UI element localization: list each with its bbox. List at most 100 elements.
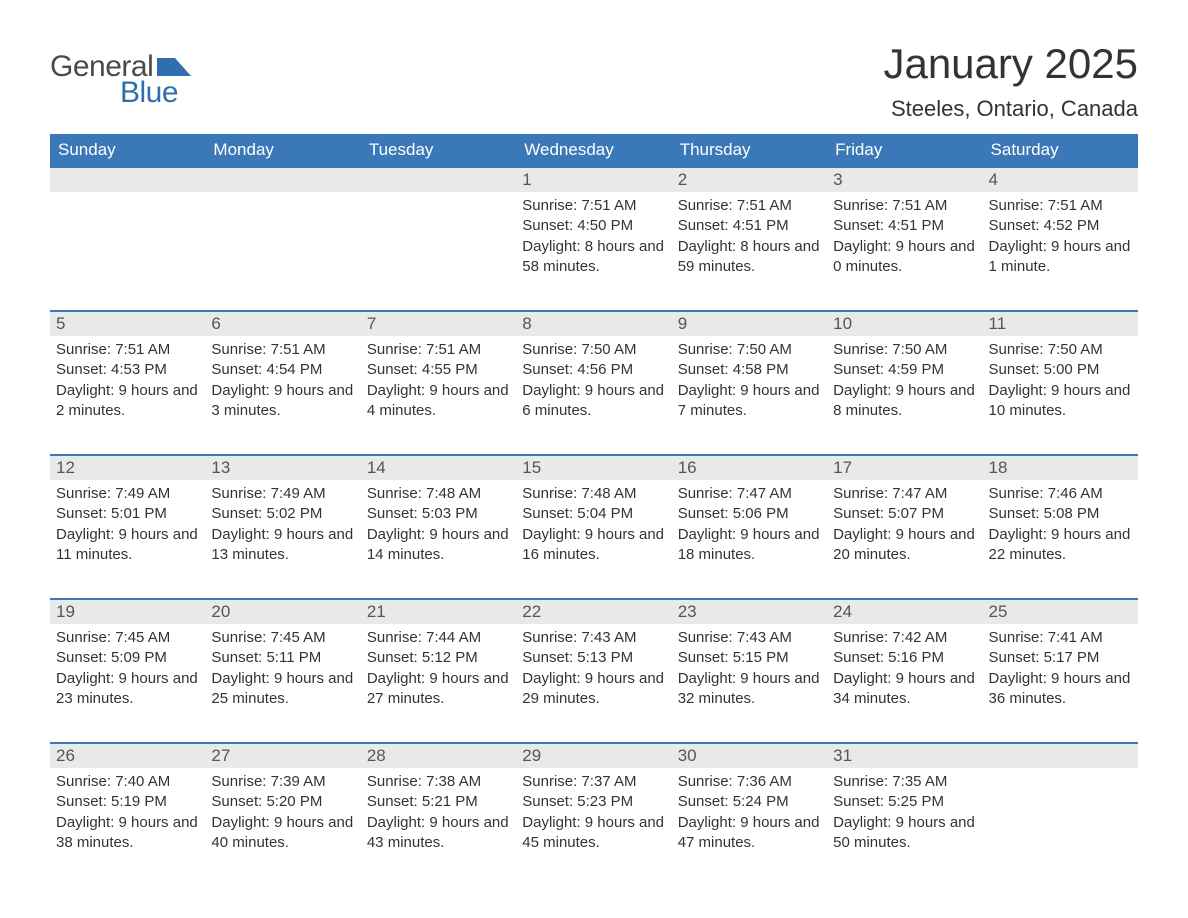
daylight-line: Daylight: 9 hours and 0 minutes. [833,237,976,278]
sunset-line: Sunset: 4:59 PM [833,360,976,380]
sunrise-line: Sunrise: 7:46 AM [989,484,1132,504]
sunrise-line: Sunrise: 7:51 AM [833,196,976,216]
month-title: January 2025 [883,40,1138,88]
sunset-line: Sunset: 4:56 PM [522,360,665,380]
sunrise-line: Sunrise: 7:41 AM [989,628,1132,648]
logo: General Blue [50,50,191,110]
day-number: 15 [516,454,671,480]
sunrise-line: Sunrise: 7:37 AM [522,772,665,792]
day-details: Sunrise: 7:50 AMSunset: 4:59 PMDaylight:… [827,336,982,425]
col-monday: Monday [205,134,360,166]
sunrise-line: Sunrise: 7:51 AM [211,340,354,360]
sunrise-line: Sunrise: 7:40 AM [56,772,199,792]
calendar-cell: 26Sunrise: 7:40 AMSunset: 5:19 PMDayligh… [50,742,205,886]
sunset-line: Sunset: 5:16 PM [833,648,976,668]
calendar-cell: 20Sunrise: 7:45 AMSunset: 5:11 PMDayligh… [205,598,360,742]
day-number-empty [50,166,205,192]
day-details: Sunrise: 7:41 AMSunset: 5:17 PMDaylight:… [983,624,1138,713]
day-number: 28 [361,742,516,768]
sunrise-line: Sunrise: 7:50 AM [522,340,665,360]
sunset-line: Sunset: 5:08 PM [989,504,1132,524]
calendar-cell: 31Sunrise: 7:35 AMSunset: 5:25 PMDayligh… [827,742,982,886]
col-tuesday: Tuesday [361,134,516,166]
day-details: Sunrise: 7:45 AMSunset: 5:09 PMDaylight:… [50,624,205,713]
sunset-line: Sunset: 5:19 PM [56,792,199,812]
day-details: Sunrise: 7:51 AMSunset: 4:54 PMDaylight:… [205,336,360,425]
day-details: Sunrise: 7:42 AMSunset: 5:16 PMDaylight:… [827,624,982,713]
day-number: 19 [50,598,205,624]
page: General Blue January 2025 Steeles, Ontar… [0,0,1188,916]
sunset-line: Sunset: 5:01 PM [56,504,199,524]
day-number: 2 [672,166,827,192]
day-number-empty [205,166,360,192]
day-details: Sunrise: 7:50 AMSunset: 4:56 PMDaylight:… [516,336,671,425]
col-thursday: Thursday [672,134,827,166]
daylight-line: Daylight: 9 hours and 7 minutes. [678,381,821,422]
title-block: January 2025 Steeles, Ontario, Canada [883,40,1138,128]
day-number: 18 [983,454,1138,480]
day-details: Sunrise: 7:47 AMSunset: 5:07 PMDaylight:… [827,480,982,569]
daylight-line: Daylight: 9 hours and 1 minute. [989,237,1132,278]
sunset-line: Sunset: 5:15 PM [678,648,821,668]
daylight-line: Daylight: 9 hours and 8 minutes. [833,381,976,422]
daylight-line: Daylight: 9 hours and 4 minutes. [367,381,510,422]
sunrise-line: Sunrise: 7:45 AM [211,628,354,648]
day-number: 6 [205,310,360,336]
calendar-cell: 8Sunrise: 7:50 AMSunset: 4:56 PMDaylight… [516,310,671,454]
day-details: Sunrise: 7:43 AMSunset: 5:15 PMDaylight:… [672,624,827,713]
day-number: 9 [672,310,827,336]
daylight-line: Daylight: 8 hours and 59 minutes. [678,237,821,278]
day-number: 22 [516,598,671,624]
calendar-cell: 30Sunrise: 7:36 AMSunset: 5:24 PMDayligh… [672,742,827,886]
sunrise-line: Sunrise: 7:51 AM [989,196,1132,216]
daylight-line: Daylight: 9 hours and 18 minutes. [678,525,821,566]
calendar-cell: 14Sunrise: 7:48 AMSunset: 5:03 PMDayligh… [361,454,516,598]
daylight-line: Daylight: 9 hours and 20 minutes. [833,525,976,566]
sunrise-line: Sunrise: 7:47 AM [678,484,821,504]
sunrise-line: Sunrise: 7:49 AM [56,484,199,504]
calendar-cell: 5Sunrise: 7:51 AMSunset: 4:53 PMDaylight… [50,310,205,454]
daylight-line: Daylight: 9 hours and 11 minutes. [56,525,199,566]
day-details: Sunrise: 7:49 AMSunset: 5:02 PMDaylight:… [205,480,360,569]
daylight-line: Daylight: 9 hours and 3 minutes. [211,381,354,422]
daylight-line: Daylight: 9 hours and 40 minutes. [211,813,354,854]
day-details: Sunrise: 7:51 AMSunset: 4:51 PMDaylight:… [827,192,982,281]
sunset-line: Sunset: 5:13 PM [522,648,665,668]
day-details: Sunrise: 7:37 AMSunset: 5:23 PMDaylight:… [516,768,671,857]
sunrise-line: Sunrise: 7:51 AM [56,340,199,360]
day-details: Sunrise: 7:39 AMSunset: 5:20 PMDaylight:… [205,768,360,857]
daylight-line: Daylight: 9 hours and 34 minutes. [833,669,976,710]
daylight-line: Daylight: 9 hours and 36 minutes. [989,669,1132,710]
sunrise-line: Sunrise: 7:48 AM [522,484,665,504]
daylight-line: Daylight: 9 hours and 23 minutes. [56,669,199,710]
day-number: 31 [827,742,982,768]
calendar-cell: 16Sunrise: 7:47 AMSunset: 5:06 PMDayligh… [672,454,827,598]
calendar-cell: 13Sunrise: 7:49 AMSunset: 5:02 PMDayligh… [205,454,360,598]
calendar-row: 19Sunrise: 7:45 AMSunset: 5:09 PMDayligh… [50,598,1138,742]
daylight-line: Daylight: 8 hours and 58 minutes. [522,237,665,278]
col-friday: Friday [827,134,982,166]
day-details: Sunrise: 7:51 AMSunset: 4:55 PMDaylight:… [361,336,516,425]
day-details: Sunrise: 7:51 AMSunset: 4:50 PMDaylight:… [516,192,671,281]
sunset-line: Sunset: 4:52 PM [989,216,1132,236]
daylight-line: Daylight: 9 hours and 6 minutes. [522,381,665,422]
day-number: 1 [516,166,671,192]
calendar-cell: 6Sunrise: 7:51 AMSunset: 4:54 PMDaylight… [205,310,360,454]
sunrise-line: Sunrise: 7:44 AM [367,628,510,648]
calendar-cell [983,742,1138,886]
sunset-line: Sunset: 5:25 PM [833,792,976,812]
sunset-line: Sunset: 5:02 PM [211,504,354,524]
calendar-cell: 25Sunrise: 7:41 AMSunset: 5:17 PMDayligh… [983,598,1138,742]
day-details: Sunrise: 7:49 AMSunset: 5:01 PMDaylight:… [50,480,205,569]
daylight-line: Daylight: 9 hours and 50 minutes. [833,813,976,854]
sunset-line: Sunset: 5:09 PM [56,648,199,668]
sunset-line: Sunset: 5:12 PM [367,648,510,668]
day-details: Sunrise: 7:50 AMSunset: 5:00 PMDaylight:… [983,336,1138,425]
sunset-line: Sunset: 5:20 PM [211,792,354,812]
calendar-cell: 2Sunrise: 7:51 AMSunset: 4:51 PMDaylight… [672,166,827,310]
sunrise-line: Sunrise: 7:45 AM [56,628,199,648]
sunset-line: Sunset: 4:51 PM [833,216,976,236]
sunset-line: Sunset: 5:07 PM [833,504,976,524]
col-saturday: Saturday [983,134,1138,166]
day-details: Sunrise: 7:43 AMSunset: 5:13 PMDaylight:… [516,624,671,713]
